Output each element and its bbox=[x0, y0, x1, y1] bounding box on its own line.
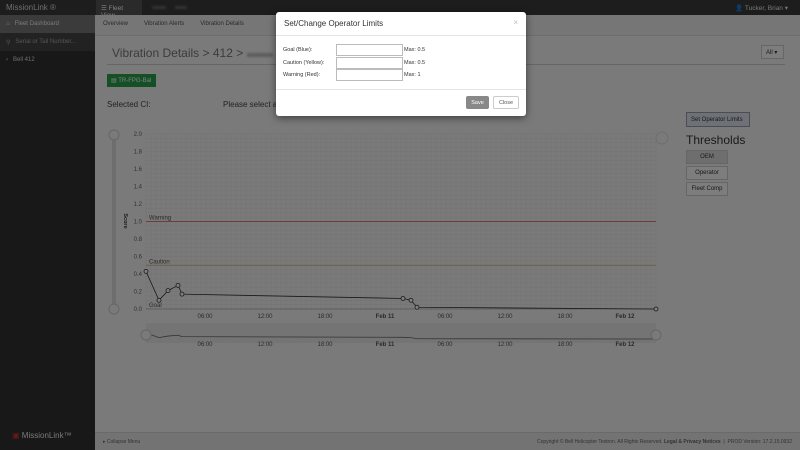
caution-label: Caution (Yellow): bbox=[283, 59, 325, 66]
close-icon[interactable]: × bbox=[513, 18, 518, 27]
save-button[interactable]: Save bbox=[466, 96, 489, 109]
warning-input[interactable] bbox=[336, 69, 403, 81]
warning-max: Max: 1 bbox=[404, 71, 421, 78]
modal-footer-divider bbox=[276, 89, 526, 90]
modal-title: Set/Change Operator Limits bbox=[284, 19, 384, 28]
goal-max: Max: 0.5 bbox=[404, 46, 426, 53]
caution-max: Max: 0.5 bbox=[404, 59, 426, 66]
close-button[interactable]: Close bbox=[493, 96, 519, 109]
operator-limits-modal: Set/Change Operator Limits × Goal (Blue):… bbox=[276, 12, 526, 116]
caution-input[interactable] bbox=[336, 57, 403, 69]
goal-label: Goal (Blue): bbox=[283, 46, 313, 53]
warning-label: Warning (Red): bbox=[283, 71, 321, 78]
goal-input[interactable] bbox=[336, 44, 403, 56]
